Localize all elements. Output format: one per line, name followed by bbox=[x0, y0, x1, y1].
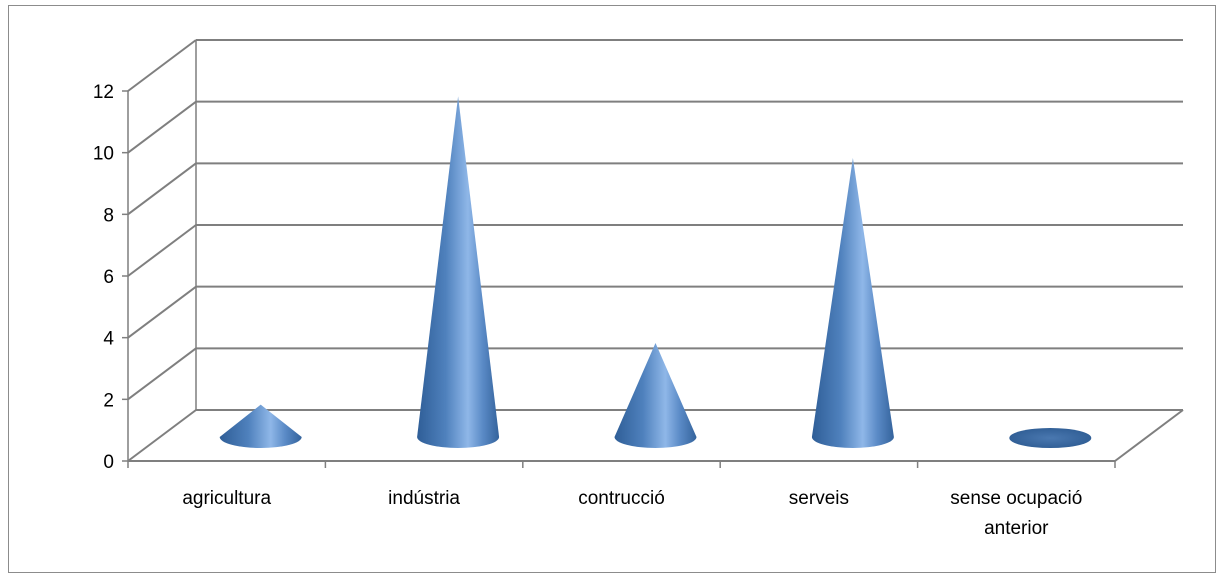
axes bbox=[122, 40, 1184, 468]
cone-0 bbox=[219, 404, 302, 449]
cone-1 bbox=[417, 96, 500, 448]
y-tick-label: 2 bbox=[103, 390, 114, 411]
x-category-label: sense ocupació bbox=[950, 488, 1082, 509]
x-category-label: anterior bbox=[984, 518, 1049, 539]
cone-3 bbox=[811, 158, 894, 448]
cone-body bbox=[614, 343, 697, 448]
y-tick-label: 4 bbox=[103, 329, 114, 350]
cones bbox=[219, 96, 1092, 449]
x-category-label: serveis bbox=[789, 488, 849, 509]
y-tick-label: 6 bbox=[103, 267, 114, 288]
labels: 0 2 4 6 8 10 12 agricultura indústria contrucció s… bbox=[93, 82, 1082, 539]
y-tick-label: 0 bbox=[103, 452, 114, 473]
gridlines bbox=[127, 39, 1183, 462]
gridline-diagonal bbox=[127, 347, 197, 401]
gridline-diagonal bbox=[127, 409, 197, 462]
gridline-diagonal bbox=[127, 39, 197, 92]
cone-4 bbox=[1009, 428, 1092, 448]
x-category-label: contrucció bbox=[578, 488, 665, 509]
cone-body bbox=[811, 158, 894, 448]
gridline-diagonal bbox=[127, 100, 197, 154]
gridline-diagonal bbox=[127, 285, 197, 339]
gridline-diagonal bbox=[127, 224, 197, 277]
y-tick-label: 10 bbox=[93, 144, 114, 165]
y-tick-label: 12 bbox=[93, 82, 114, 103]
cone-body bbox=[417, 96, 500, 448]
x-category-label: agricultura bbox=[182, 488, 271, 509]
y-tick-label: 8 bbox=[103, 205, 114, 226]
cone-2 bbox=[614, 343, 697, 448]
gridline-diagonal bbox=[127, 162, 197, 216]
x-category-label: indústria bbox=[388, 488, 460, 509]
cone-base bbox=[1009, 428, 1092, 448]
chart-frame bbox=[8, 5, 1216, 573]
cone-body bbox=[219, 404, 302, 449]
floor-right-edge bbox=[1114, 409, 1184, 462]
